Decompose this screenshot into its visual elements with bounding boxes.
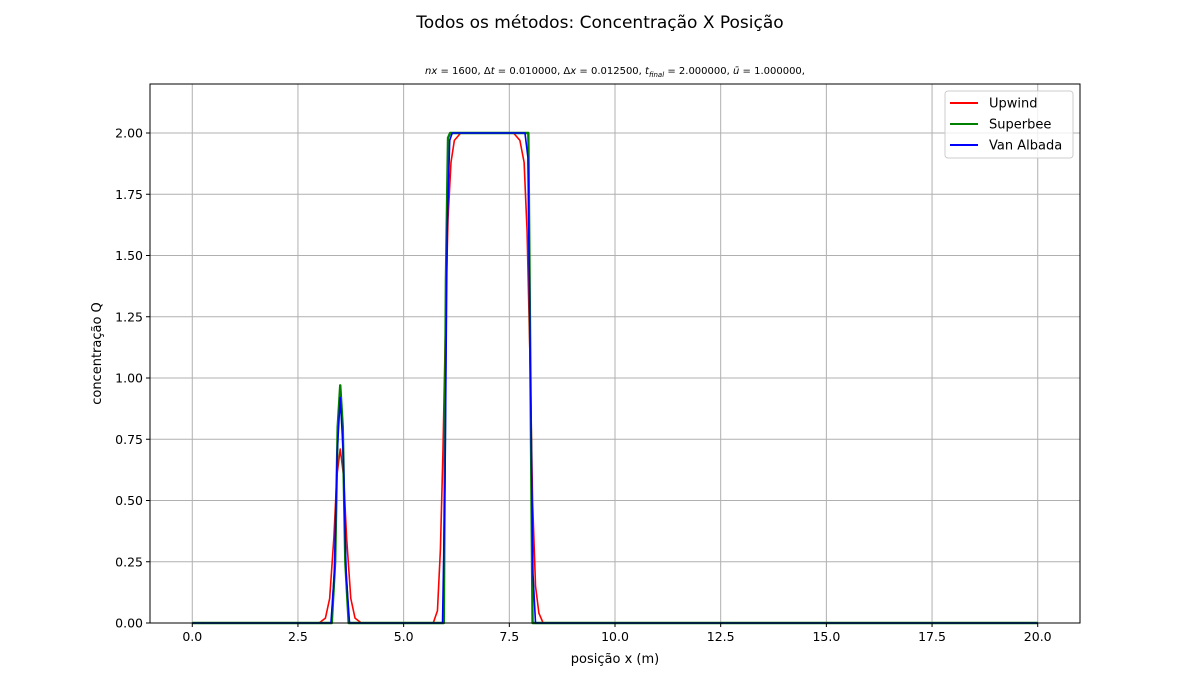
- x-tick-label-4: 10.0: [601, 629, 629, 644]
- x-tick-label-0: 0.0: [182, 629, 202, 644]
- subtitle-tfinal-symbol: t: [645, 66, 650, 77]
- y-tick-label-6: 1.50: [115, 248, 143, 263]
- subtitle-ubar-value: 1.000000: [754, 66, 802, 77]
- legend-box: [944, 90, 1074, 159]
- subtitle-dx-value: 0.012500: [591, 66, 639, 77]
- y-tick-label-1: 0.25: [115, 554, 143, 569]
- subtitle-dt-value: 0.010000: [509, 66, 557, 77]
- subtitle-dt-symbol: t: [491, 66, 496, 77]
- subtitle-ubar-eq: =: [739, 66, 754, 77]
- subtitle-nx-symbol: nx: [425, 66, 437, 77]
- grid: [150, 84, 1080, 624]
- subtitle-dt-eq: =: [495, 66, 510, 77]
- x-tick-label-6: 15.0: [812, 629, 840, 644]
- subtitle-sep-1: , Δ: [477, 66, 490, 77]
- subtitle-sep-4: ,: [727, 66, 733, 77]
- legend-label-superbee: Superbee: [989, 118, 1051, 133]
- subtitle-sep-3: ,: [639, 66, 645, 77]
- subtitle-dx-symbol: x: [569, 66, 576, 77]
- x-tick-label-2: 5.0: [394, 629, 414, 644]
- x-tick-label-1: 2.5: [288, 629, 308, 644]
- legend-label-upwind: Upwind: [989, 97, 1038, 112]
- x-axis-label: posição x (m): [571, 652, 659, 667]
- y-tick-label-0: 0.00: [115, 616, 143, 631]
- subtitle-tfinal-value: 2.000000: [679, 66, 727, 77]
- legend-label-van-albada: Van Albada: [989, 139, 1062, 154]
- subtitle-ubar-symbol: ū: [733, 66, 739, 77]
- subtitle-sep-5: ,: [802, 66, 805, 77]
- y-tick-label-3: 0.75: [115, 432, 143, 447]
- chart-subtitle: nx = 1600, Δt = 0.010000, Δx = 0.012500,…: [425, 66, 805, 79]
- y-tick-label-2: 0.50: [115, 493, 143, 508]
- subtitle-tfinal-subscript: final: [649, 71, 664, 79]
- y-tick-label-5: 1.25: [115, 309, 143, 324]
- subtitle-nx-value: 1600: [452, 66, 477, 77]
- y-axis-label: concentração Q: [90, 302, 105, 405]
- subtitle-tfinal-eq: =: [664, 66, 679, 77]
- x-tick-label-5: 12.5: [707, 629, 735, 644]
- legend: Upwind Superbee Van Albada: [944, 90, 1074, 159]
- subtitle-dx-eq: =: [576, 66, 591, 77]
- x-tick-label-7: 17.5: [918, 629, 946, 644]
- x-tick-label-3: 7.5: [499, 629, 519, 644]
- chart-title: Todos os métodos: Concentração X Posição: [415, 13, 783, 33]
- y-tick-label-8: 2.00: [115, 126, 143, 141]
- y-tick-label-7: 1.75: [115, 187, 143, 202]
- x-tick-label-8: 20.0: [1024, 629, 1052, 644]
- y-tick-label-4: 1.00: [115, 371, 143, 386]
- y-axis-ticks: 0.00 0.25 0.50 0.75 1.00 1.25 1.50 1.75 2.00: [115, 126, 150, 631]
- x-axis-ticks: 0.0 2.5 5.0 7.5 10.0 12.5 15.0 17.5 20.0: [182, 623, 1052, 644]
- series-line-van-albada: [192, 132, 1038, 624]
- legend-entries: Upwind Superbee Van Albada: [950, 97, 1062, 154]
- subtitle-sep-2: , Δ: [557, 66, 570, 77]
- subtitle-nx-eq: =: [437, 66, 452, 77]
